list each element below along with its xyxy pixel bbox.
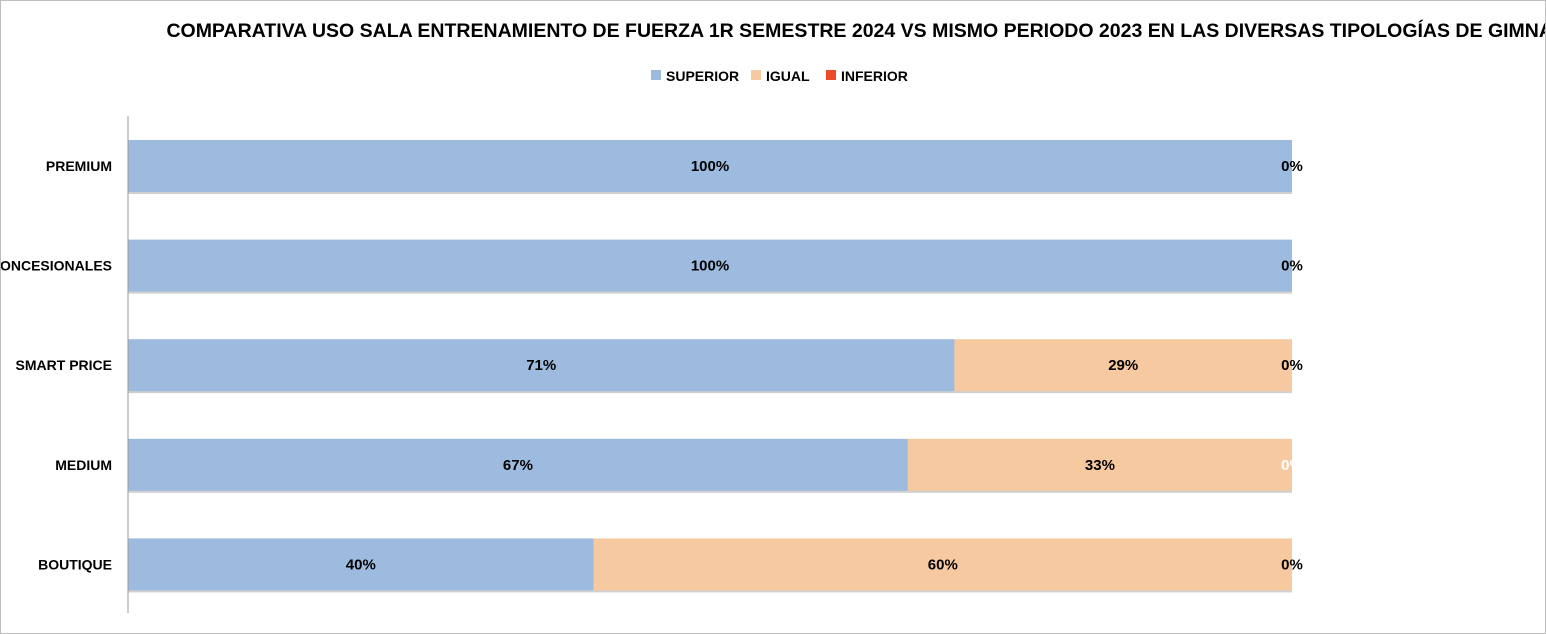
bar-igual-smart-price <box>954 339 1292 392</box>
category-label-concesionales: CONCESIONALES <box>1 258 112 274</box>
value-labels: 100% 0% 100% 0% 71% 29% 0% 67% 33% 0% 40% 60% 0% <box>346 158 1303 573</box>
bar-superior-medium <box>128 438 908 491</box>
legend: SUPERIOR IGUAL INFERIOR <box>651 68 908 84</box>
bar-superior-concesionales <box>128 239 1292 292</box>
bars-group <box>128 140 1292 593</box>
bar-igual-medium <box>907 438 1292 491</box>
legend-label-igual: IGUAL <box>766 68 810 84</box>
data-label-inferior-boutique: 0% <box>1281 556 1303 573</box>
bar-igual-boutique <box>593 538 1292 591</box>
category-label-premium: PREMIUM <box>46 158 112 174</box>
chart-title: COMPARATIVA USO SALA ENTRENAMIENTO DE FU… <box>166 19 1545 42</box>
data-label-inferior-concesionales: 0% <box>1281 258 1303 275</box>
bar-superior-premium <box>128 140 1292 192</box>
category-label-medium: MEDIUM <box>55 457 112 473</box>
data-label-superior-boutique: 40% <box>346 556 376 573</box>
legend-label-inferior: INFERIOR <box>841 68 908 84</box>
legend-swatch-superior <box>651 70 661 80</box>
category-labels: PREMIUM CONCESIONALES SMART PRICE MEDIUM BOU… <box>1 158 112 572</box>
data-label-igual-smart-price: 29% <box>1108 357 1138 374</box>
data-label-igual-medium: 33% <box>1085 457 1115 474</box>
legend-swatch-igual <box>751 70 761 80</box>
legend-label-superior: SUPERIOR <box>666 68 739 84</box>
data-label-igual-boutique: 60% <box>928 556 958 573</box>
bar-superior-boutique <box>128 538 594 591</box>
data-label-superior-premium: 100% <box>691 158 729 175</box>
category-label-smart-price: SMART PRICE <box>16 357 112 373</box>
category-label-boutique: BOUTIQUE <box>38 556 112 572</box>
legend-swatch-inferior <box>826 70 836 80</box>
data-label-superior-medium: 67% <box>503 457 533 474</box>
data-label-inferior-medium: 0% <box>1281 457 1303 474</box>
data-label-inferior-smart-price: 0% <box>1281 357 1303 374</box>
data-label-superior-smart-price: 71% <box>526 357 556 374</box>
bar-superior-smart-price <box>128 339 955 392</box>
data-label-inferior-premium: 0% <box>1281 158 1303 175</box>
data-label-superior-concesionales: 100% <box>691 258 729 275</box>
